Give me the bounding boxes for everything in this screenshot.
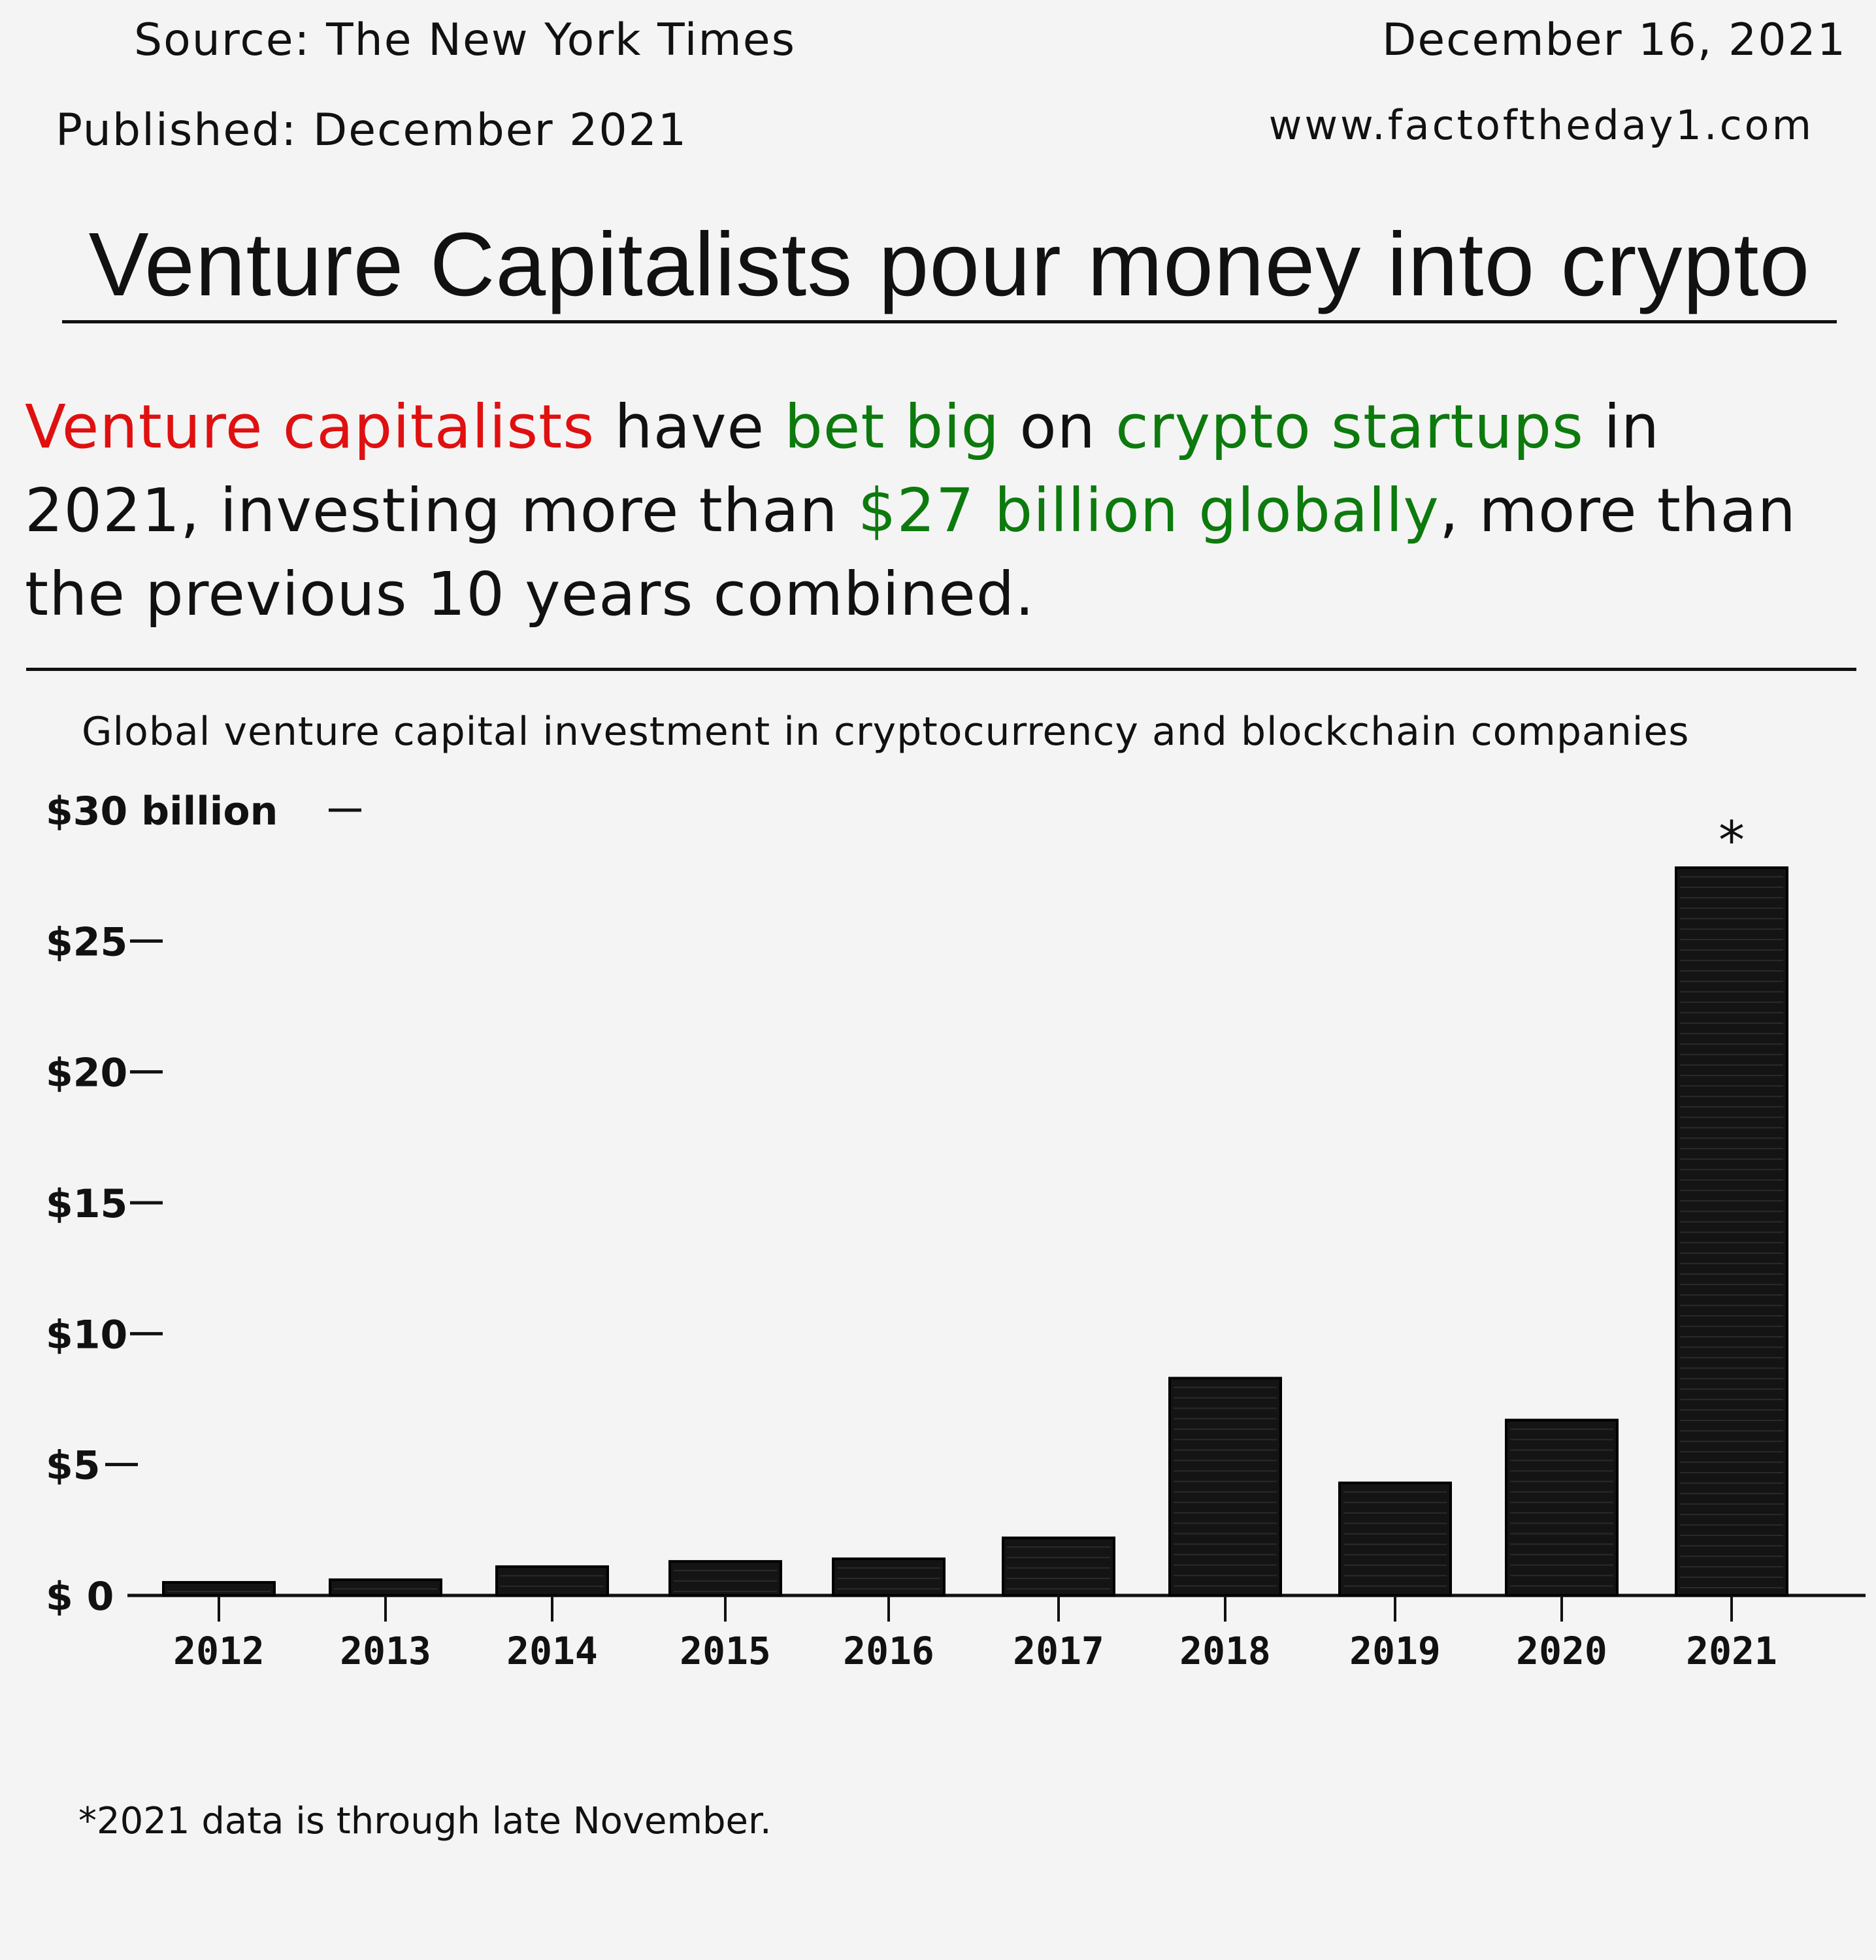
- date-label: December 16, 2021: [1381, 14, 1847, 66]
- summary-venture-capitalists: Venture capitalists: [25, 392, 595, 462]
- summary-crypto-startups: crypto startups: [1115, 392, 1584, 462]
- x-tick-label: 2018: [1179, 1629, 1271, 1673]
- y-tick-label: $5: [46, 1443, 101, 1489]
- summary-bet-big: bet big: [784, 392, 1000, 462]
- x-tick-label: 2016: [843, 1629, 934, 1673]
- summary-text-1: have: [595, 392, 785, 462]
- y-tick-label: $30 billion: [46, 789, 278, 834]
- headline: Venture Capitalists pour money into cryp…: [62, 216, 1837, 323]
- annotation-asterisk: *: [1719, 810, 1745, 871]
- y-tick-label: $ 0: [46, 1574, 114, 1620]
- x-tick-label: 2012: [173, 1629, 265, 1673]
- footnote: *2021 data is through late November.: [78, 1800, 772, 1842]
- x-tick-label: 2015: [680, 1629, 771, 1673]
- y-tick-label: $25: [46, 919, 127, 965]
- summary-27-billion: $27 billion globally: [857, 476, 1440, 546]
- bar-2013: [329, 1578, 442, 1597]
- source-label: Source: The New York Times: [134, 14, 796, 66]
- x-tick-label: 2017: [1013, 1629, 1104, 1673]
- summary-paragraph: Venture capitalists have bet big on cryp…: [25, 385, 1850, 636]
- section-divider: [26, 668, 1856, 671]
- chart-title: Global venture capital investment in cry…: [82, 709, 1690, 755]
- x-tick-label: 2020: [1516, 1629, 1607, 1673]
- website-url: www.factoftheday1.com: [1268, 101, 1814, 149]
- x-tick-label: 2019: [1349, 1629, 1441, 1673]
- bar-2020: [1505, 1418, 1619, 1597]
- y-tick-label: $10: [46, 1312, 127, 1358]
- bar-2016: [832, 1557, 946, 1597]
- y-tick-label: $15: [46, 1181, 127, 1227]
- summary-text-4: , more than the previous 10 years combin…: [25, 476, 1796, 629]
- y-tick-label: $20: [46, 1051, 127, 1096]
- x-tick-label: 2021: [1686, 1629, 1777, 1673]
- bar-2018: [1168, 1377, 1282, 1597]
- summary-text-3: in 2021, investing more than: [25, 392, 1660, 546]
- bar-2015: [668, 1560, 782, 1597]
- x-tick-label: 2013: [340, 1629, 431, 1673]
- published-label: Published: December 2021: [56, 105, 688, 156]
- bar-2012: [162, 1580, 276, 1597]
- bar-2021: [1675, 866, 1788, 1597]
- bar-2014: [495, 1565, 609, 1597]
- summary-text-2: on: [1000, 392, 1116, 462]
- bar-2019: [1338, 1481, 1452, 1597]
- x-tick-label: 2014: [506, 1629, 598, 1673]
